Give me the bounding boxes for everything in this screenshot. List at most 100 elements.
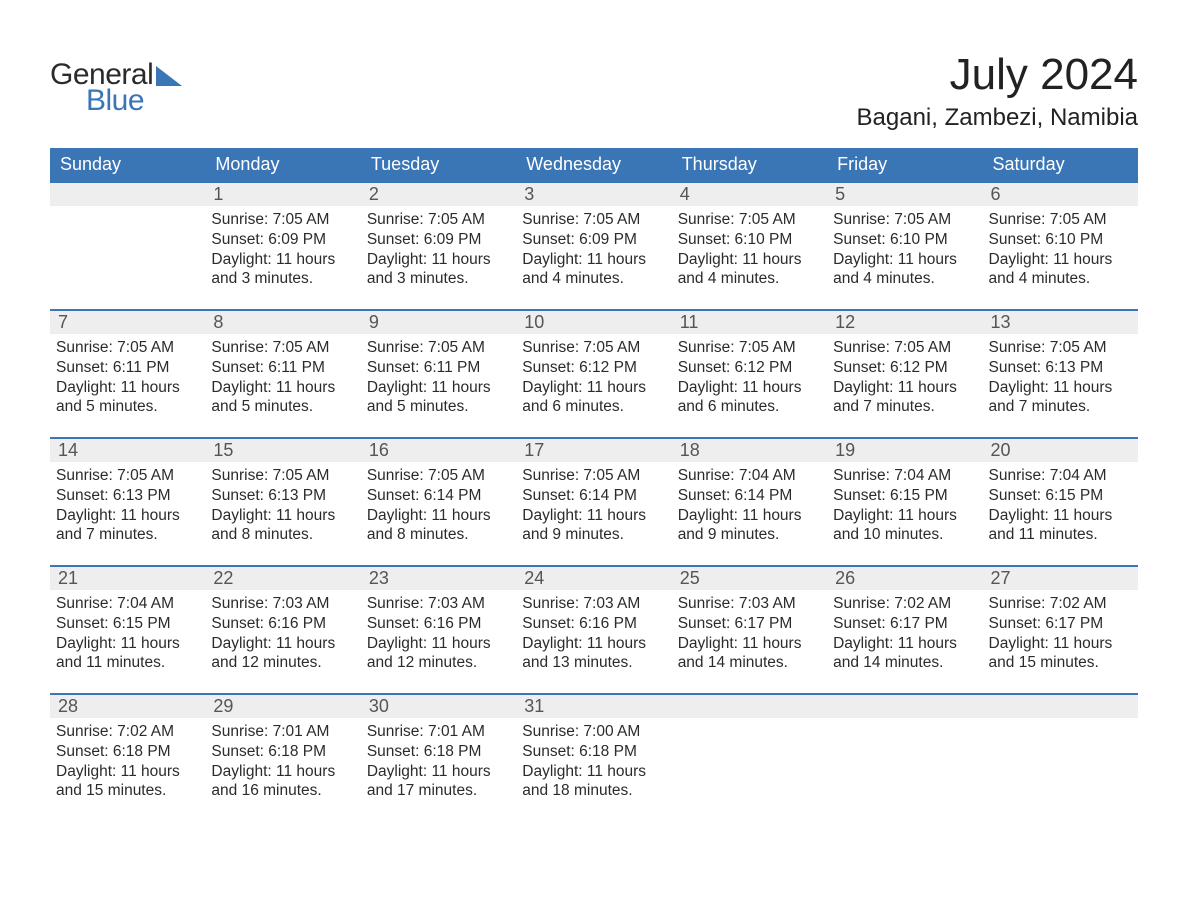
day-cell: 2Sunrise: 7:05 AMSunset: 6:09 PMDaylight… [361, 183, 516, 309]
day-cell: 17Sunrise: 7:05 AMSunset: 6:14 PMDayligh… [516, 439, 671, 565]
empty-day-cell [983, 695, 1138, 821]
sunset-line: Sunset: 6:11 PM [367, 359, 480, 376]
sunrise-line: Sunrise: 7:05 AM [522, 339, 640, 356]
day-body: Sunrise: 7:04 AMSunset: 6:15 PMDaylight:… [50, 590, 205, 683]
day-body: Sunrise: 7:05 AMSunset: 6:10 PMDaylight:… [983, 206, 1138, 299]
daylight-line: Daylight: 11 hours and 5 minutes. [56, 379, 180, 416]
day-number: 23 [361, 567, 516, 590]
day-cell: 19Sunrise: 7:04 AMSunset: 6:15 PMDayligh… [827, 439, 982, 565]
weekday-header-row: Sunday Monday Tuesday Wednesday Thursday… [50, 148, 1138, 181]
daylight-line: Daylight: 11 hours and 15 minutes. [989, 635, 1113, 672]
day-number: 14 [50, 439, 205, 462]
month-title: July 2024 [857, 50, 1138, 100]
sunrise-line: Sunrise: 7:05 AM [211, 467, 329, 484]
sunset-line: Sunset: 6:14 PM [367, 487, 482, 504]
sunrise-line: Sunrise: 7:01 AM [211, 723, 329, 740]
sunrise-line: Sunrise: 7:03 AM [211, 595, 329, 612]
daylight-line: Daylight: 11 hours and 3 minutes. [211, 251, 335, 288]
sunrise-line: Sunrise: 7:04 AM [56, 595, 174, 612]
sunset-line: Sunset: 6:11 PM [56, 359, 169, 376]
brand-logo: General Blue [50, 60, 182, 116]
day-body: Sunrise: 7:04 AMSunset: 6:14 PMDaylight:… [672, 462, 827, 555]
day-number: 22 [205, 567, 360, 590]
daylight-line: Daylight: 11 hours and 8 minutes. [211, 507, 335, 544]
sunset-line: Sunset: 6:18 PM [367, 743, 482, 760]
daylight-line: Daylight: 11 hours and 7 minutes. [989, 379, 1113, 416]
daylight-line: Daylight: 11 hours and 4 minutes. [678, 251, 802, 288]
sunset-line: Sunset: 6:15 PM [833, 487, 948, 504]
week-row: 21Sunrise: 7:04 AMSunset: 6:15 PMDayligh… [50, 565, 1138, 693]
calendar-page: General Blue July 2024 Bagani, Zambezi, … [0, 0, 1188, 918]
day-number: 4 [672, 183, 827, 206]
day-cell: 31Sunrise: 7:00 AMSunset: 6:18 PMDayligh… [516, 695, 671, 821]
day-cell: 9Sunrise: 7:05 AMSunset: 6:11 PMDaylight… [361, 311, 516, 437]
day-cell: 3Sunrise: 7:05 AMSunset: 6:09 PMDaylight… [516, 183, 671, 309]
daylight-line: Daylight: 11 hours and 9 minutes. [678, 507, 802, 544]
day-cell: 25Sunrise: 7:03 AMSunset: 6:17 PMDayligh… [672, 567, 827, 693]
sunrise-line: Sunrise: 7:01 AM [367, 723, 485, 740]
sunrise-line: Sunrise: 7:05 AM [211, 211, 329, 228]
sunrise-line: Sunrise: 7:05 AM [522, 467, 640, 484]
day-number [672, 695, 827, 718]
daylight-line: Daylight: 11 hours and 7 minutes. [833, 379, 957, 416]
day-cell: 8Sunrise: 7:05 AMSunset: 6:11 PMDaylight… [205, 311, 360, 437]
day-number: 19 [827, 439, 982, 462]
day-cell: 6Sunrise: 7:05 AMSunset: 6:10 PMDaylight… [983, 183, 1138, 309]
day-cell: 15 Sunrise: 7:05 AM Sunset: 6:13 PM Dayligh… [205, 439, 360, 565]
day-cell: 16Sunrise: 7:05 AMSunset: 6:14 PMDayligh… [361, 439, 516, 565]
day-body [672, 718, 827, 732]
day-number: 18 [672, 439, 827, 462]
daylight-line: Daylight: 11 hours and 6 minutes. [522, 379, 646, 416]
week-row: 14 Sunrise: 7:05 AM Sunset: 6:13 PM Dayligh… [50, 437, 1138, 565]
day-body: Sunrise: 7:05 AMSunset: 6:09 PMDaylight:… [516, 206, 671, 299]
daylight-line: Daylight: 11 hours and 13 minutes. [522, 635, 646, 672]
day-cell: 10Sunrise: 7:05 AMSunset: 6:12 PMDayligh… [516, 311, 671, 437]
brand-text-2: Blue [86, 86, 182, 116]
day-number: 26 [827, 567, 982, 590]
daylight-line: Daylight: 11 hours and 4 minutes. [989, 251, 1113, 288]
daylight-line: Daylight: 11 hours and 11 minutes. [989, 507, 1113, 544]
daylight-line: Daylight: 11 hours and 9 minutes. [522, 507, 646, 544]
sunset-line: Sunset: 6:12 PM [833, 359, 948, 376]
weekday-header: Sunday [50, 148, 205, 181]
day-number: 2 [361, 183, 516, 206]
day-cell: 24Sunrise: 7:03 AMSunset: 6:16 PMDayligh… [516, 567, 671, 693]
sunset-line: Sunset: 6:10 PM [833, 231, 948, 248]
week-row: 28Sunrise: 7:02 AMSunset: 6:18 PMDayligh… [50, 693, 1138, 821]
daylight-line: Daylight: 11 hours and 5 minutes. [211, 379, 335, 416]
sunset-line: Sunset: 6:13 PM [211, 487, 326, 504]
day-body: Sunrise: 7:05 AMSunset: 6:12 PMDaylight:… [516, 334, 671, 427]
day-number: 15 [205, 439, 360, 462]
day-cell: 13Sunrise: 7:05 AMSunset: 6:13 PMDayligh… [983, 311, 1138, 437]
day-cell: 11Sunrise: 7:05 AMSunset: 6:12 PMDayligh… [672, 311, 827, 437]
day-body: Sunrise: 7:01 AMSunset: 6:18 PMDaylight:… [361, 718, 516, 811]
day-body [827, 718, 982, 732]
sunrise-line: Sunrise: 7:03 AM [522, 595, 640, 612]
weekday-header: Wednesday [516, 148, 671, 181]
empty-day-cell [672, 695, 827, 821]
title-block: July 2024 Bagani, Zambezi, Namibia [857, 40, 1138, 142]
daylight-line: Daylight: 11 hours and 4 minutes. [522, 251, 646, 288]
sunrise-line: Sunrise: 7:05 AM [56, 467, 174, 484]
daylight-line: Daylight: 11 hours and 14 minutes. [678, 635, 802, 672]
day-body [983, 718, 1138, 732]
day-number: 31 [516, 695, 671, 718]
weekday-header: Monday [205, 148, 360, 181]
day-number [827, 695, 982, 718]
day-body: Sunrise: 7:03 AMSunset: 6:16 PMDaylight:… [361, 590, 516, 683]
sunrise-line: Sunrise: 7:03 AM [367, 595, 485, 612]
day-number: 29 [205, 695, 360, 718]
sunset-line: Sunset: 6:17 PM [833, 615, 948, 632]
day-number: 1 [205, 183, 360, 206]
empty-day-cell [827, 695, 982, 821]
sunset-line: Sunset: 6:16 PM [367, 615, 482, 632]
sunset-line: Sunset: 6:09 PM [211, 231, 326, 248]
sunrise-line: Sunrise: 7:05 AM [211, 339, 329, 356]
day-cell: 7Sunrise: 7:05 AMSunset: 6:11 PMDaylight… [50, 311, 205, 437]
day-number: 6 [983, 183, 1138, 206]
day-number: 3 [516, 183, 671, 206]
day-cell: 12Sunrise: 7:05 AMSunset: 6:12 PMDayligh… [827, 311, 982, 437]
day-body: Sunrise: 7:05 AMSunset: 6:11 PMDaylight:… [361, 334, 516, 427]
day-body: Sunrise: 7:02 AMSunset: 6:17 PMDaylight:… [827, 590, 982, 683]
day-body: Sunrise: 7:03 AMSunset: 6:16 PMDaylight:… [205, 590, 360, 683]
